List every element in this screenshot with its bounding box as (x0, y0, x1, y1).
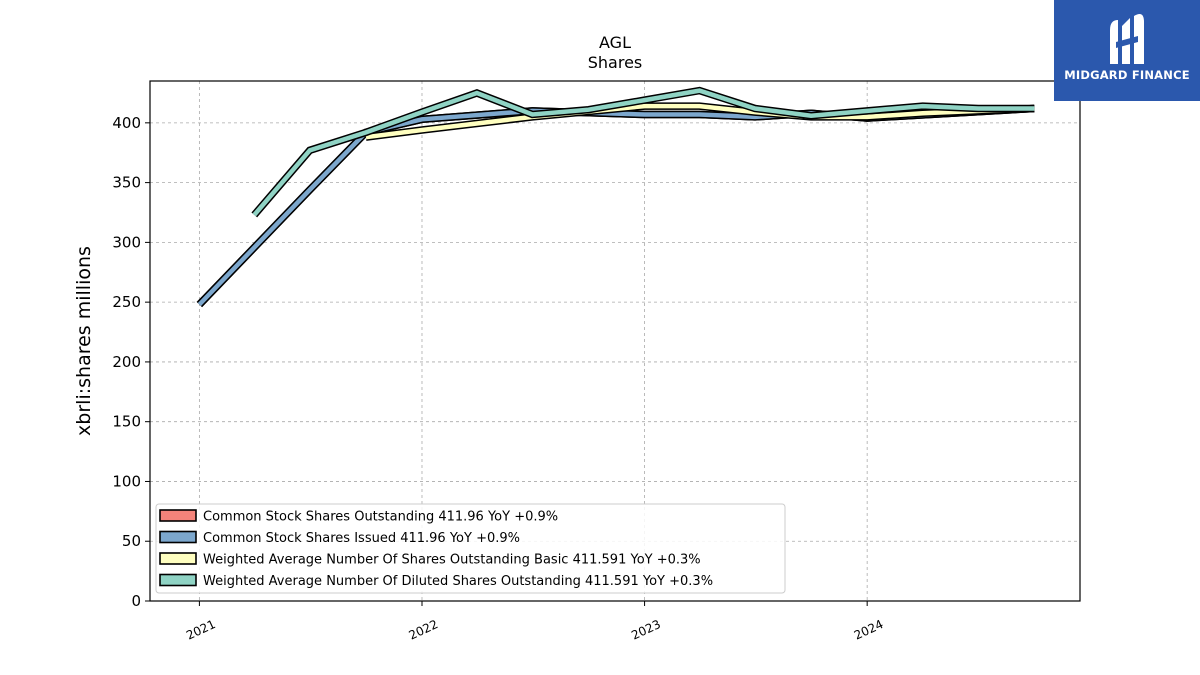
x-tick-label: 2022 (407, 617, 441, 643)
y-tick-label: 0 (131, 592, 141, 610)
series-0-outline (196, 104, 1035, 308)
legend-entry-label: Weighted Average Number Of Diluted Share… (203, 574, 713, 589)
legend-entry-label: Common Stock Shares Outstanding 411.96 Y… (203, 510, 558, 525)
legend-entry-label: Common Stock Shares Issued 411.96 YoY +0… (203, 531, 520, 546)
legend-swatch (159, 530, 197, 544)
legend-swatch (159, 509, 197, 522)
legend-swatch (159, 573, 197, 587)
chart-title: AGL (599, 33, 631, 52)
y-tick-label: 350 (112, 174, 141, 192)
series-2-line (365, 103, 1035, 140)
y-tick-label: 250 (112, 293, 141, 311)
plot-frame (149, 80, 1081, 602)
legend-box (155, 503, 786, 594)
legend-swatch (159, 552, 197, 565)
x-axis: 2021 2022 2023 2024 (184, 601, 885, 643)
series-1-outline (196, 104, 1035, 308)
brand-name: MIDGARD FINANCE (1064, 68, 1190, 82)
legend: Common Stock Shares Outstanding 411.96 Y… (155, 503, 786, 594)
series-layer (196, 86, 1035, 308)
y-axis-label: xbrli:shares millions (73, 246, 95, 436)
brand-logo: MIDGARD FINANCE (1054, 0, 1200, 101)
y-tick-label: 100 (112, 472, 141, 490)
y-axis: 0 50 100 150 200 250 300 350 400 (112, 114, 150, 610)
series-3-line (252, 88, 1035, 217)
y-tick-label: 300 (112, 233, 141, 251)
chart-subtitle: Shares (588, 53, 643, 72)
y-tick-label: 150 (112, 413, 141, 431)
y-tick-label: 200 (112, 353, 141, 371)
series-0-line (197, 106, 1035, 307)
x-tick-label: 2023 (629, 617, 663, 643)
series-1-line (197, 106, 1035, 307)
legend-entry-label: Weighted Average Number Of Shares Outsta… (203, 553, 701, 568)
y-tick-label: 50 (122, 532, 141, 550)
y-tick-label: 400 (112, 114, 141, 132)
midgard-logo-mark-icon (1110, 14, 1144, 64)
x-tick-label: 2021 (184, 617, 218, 643)
x-tick-label: 2024 (852, 617, 886, 643)
